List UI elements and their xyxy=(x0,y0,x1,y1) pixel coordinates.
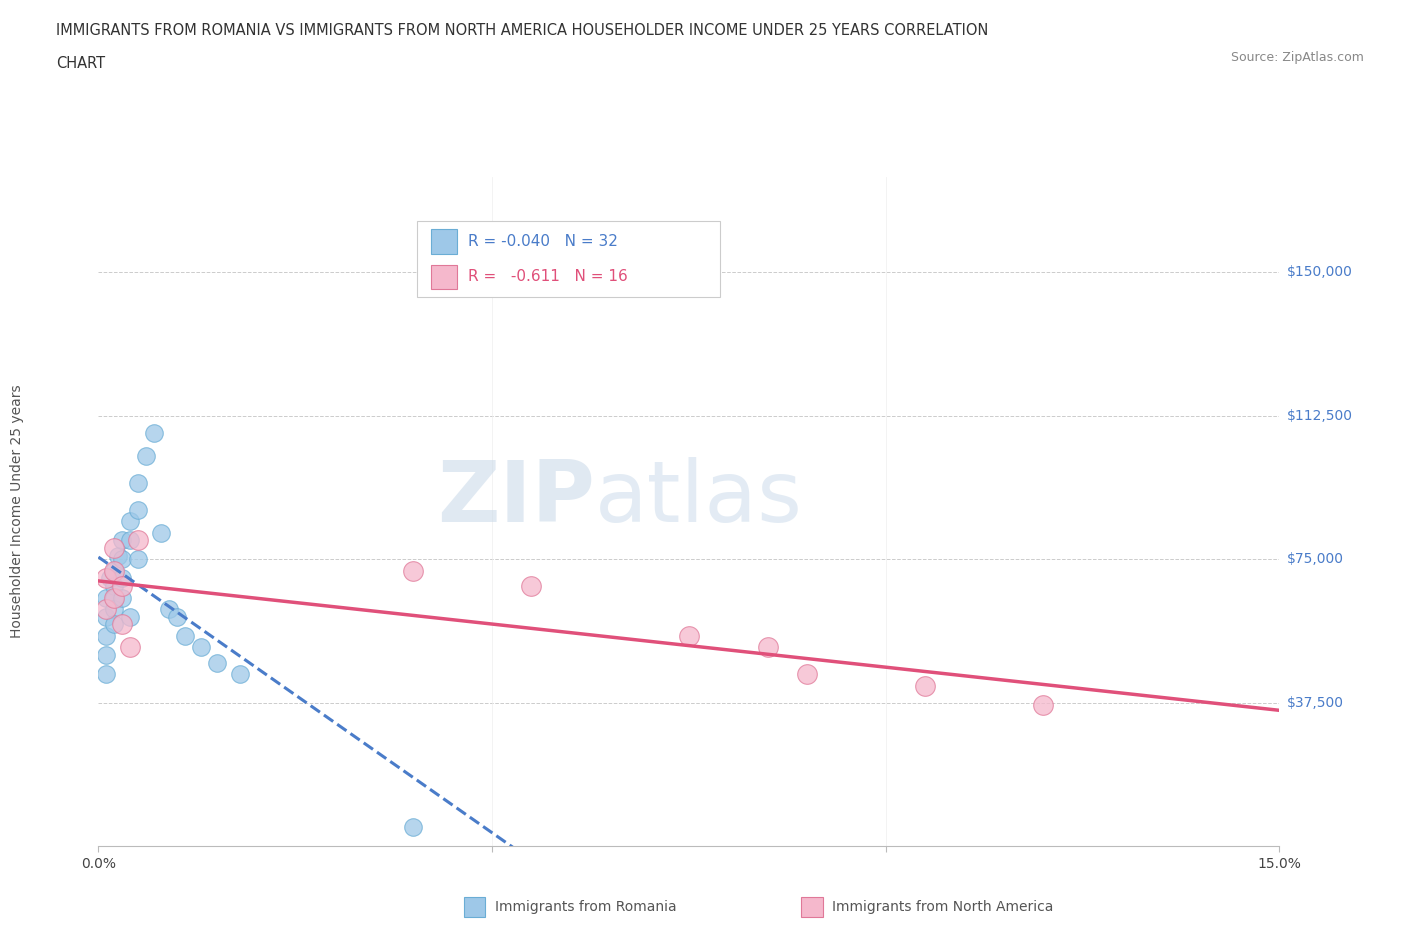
Text: Immigrants from Romania: Immigrants from Romania xyxy=(495,899,676,914)
Point xyxy=(103,591,125,605)
Point xyxy=(678,629,700,644)
Point xyxy=(229,667,252,682)
Point xyxy=(190,640,212,655)
Point xyxy=(96,602,118,617)
Point xyxy=(402,564,425,578)
Text: Immigrants from North America: Immigrants from North America xyxy=(832,899,1053,914)
Point xyxy=(103,540,125,555)
Text: atlas: atlas xyxy=(595,457,803,539)
Point xyxy=(111,533,134,548)
Point xyxy=(111,551,134,566)
Point xyxy=(103,578,125,593)
Point xyxy=(402,819,425,834)
Point xyxy=(157,602,180,617)
Text: $37,500: $37,500 xyxy=(1286,696,1344,710)
Point xyxy=(96,667,118,682)
Point xyxy=(96,571,118,586)
Point xyxy=(118,513,141,528)
Point xyxy=(103,617,125,631)
Point xyxy=(166,609,188,624)
Text: Householder Income Under 25 years: Householder Income Under 25 years xyxy=(10,385,24,638)
Point xyxy=(796,667,818,682)
Text: Source: ZipAtlas.com: Source: ZipAtlas.com xyxy=(1230,51,1364,64)
Point xyxy=(118,640,141,655)
Point xyxy=(111,591,134,605)
Point xyxy=(96,591,118,605)
Point xyxy=(127,475,149,490)
Point xyxy=(103,564,125,578)
Text: R = -0.040   N = 32: R = -0.040 N = 32 xyxy=(468,234,617,249)
Text: IMMIGRANTS FROM ROMANIA VS IMMIGRANTS FROM NORTH AMERICA HOUSEHOLDER INCOME UNDE: IMMIGRANTS FROM ROMANIA VS IMMIGRANTS FR… xyxy=(56,23,988,38)
Point xyxy=(111,578,134,593)
Point xyxy=(96,629,118,644)
Text: $75,000: $75,000 xyxy=(1286,552,1344,566)
Point xyxy=(107,548,129,563)
Point xyxy=(135,448,157,463)
Text: $112,500: $112,500 xyxy=(1286,409,1353,423)
Point xyxy=(103,602,125,617)
Point xyxy=(127,533,149,548)
Point xyxy=(103,564,125,578)
Text: $150,000: $150,000 xyxy=(1286,265,1353,279)
Point xyxy=(150,525,173,540)
Text: R =   -0.611   N = 16: R = -0.611 N = 16 xyxy=(468,269,627,285)
Point xyxy=(118,609,141,624)
Point xyxy=(914,678,936,693)
Point xyxy=(98,571,121,586)
Point xyxy=(118,533,141,548)
Point xyxy=(111,617,134,631)
Point xyxy=(756,640,779,655)
Point xyxy=(111,571,134,586)
Point xyxy=(205,656,228,671)
Point xyxy=(103,591,125,605)
Text: ZIP: ZIP xyxy=(437,457,595,539)
Point xyxy=(96,647,118,662)
Point xyxy=(127,551,149,566)
Point xyxy=(142,426,165,441)
Point xyxy=(96,609,118,624)
Point xyxy=(127,502,149,517)
Text: CHART: CHART xyxy=(56,56,105,71)
Point xyxy=(174,629,197,644)
Point xyxy=(520,578,543,593)
Point xyxy=(1032,698,1054,712)
